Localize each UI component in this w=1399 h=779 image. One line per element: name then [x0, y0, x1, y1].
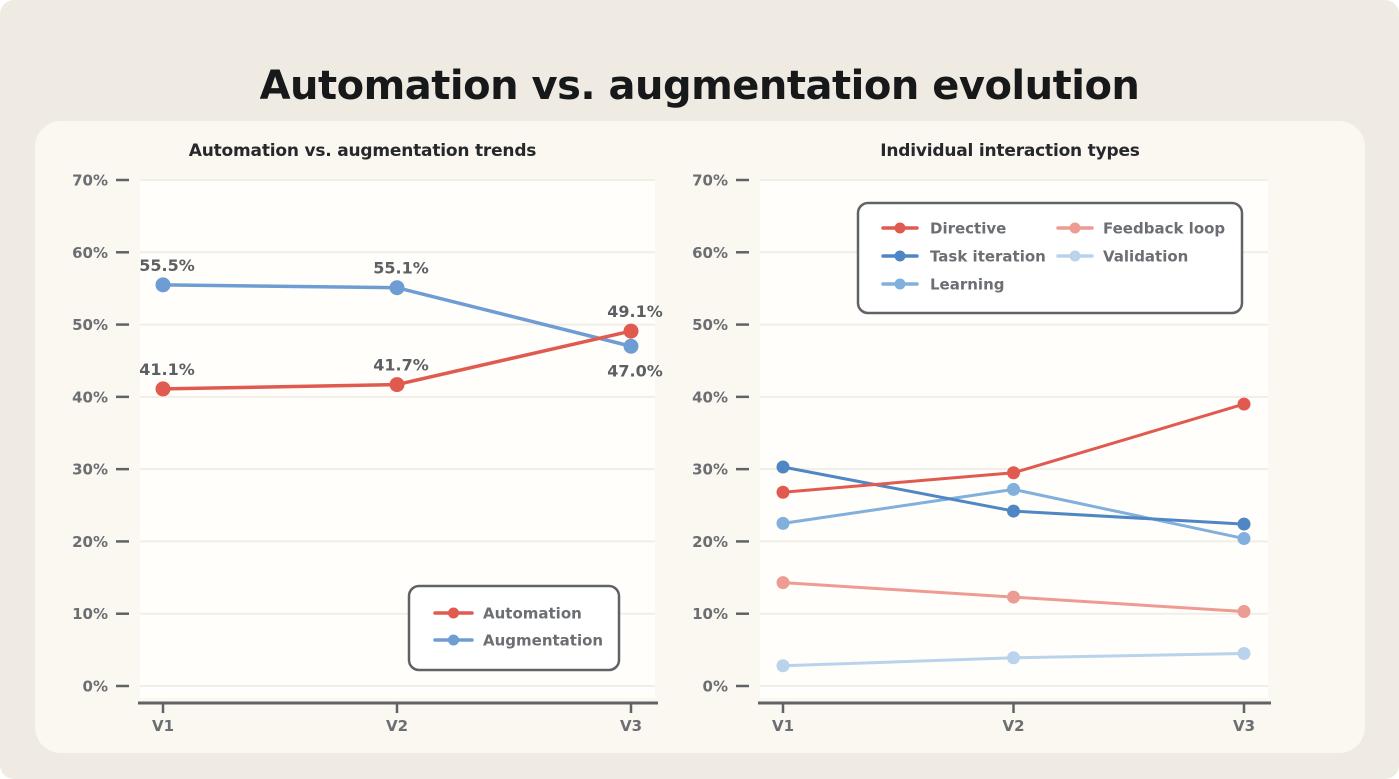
series-task-iteration [776, 460, 1251, 531]
point-label: 55.1% [373, 259, 429, 278]
series-point-directive-V2 [1007, 466, 1020, 480]
series-point-learning-V2 [1007, 482, 1020, 496]
series-point-validation-V3 [1237, 646, 1251, 660]
svg-text:50%: 50% [72, 316, 108, 334]
svg-text:10%: 10% [72, 605, 108, 623]
legend-label-learning: Learning [930, 276, 1005, 294]
series-validation [776, 646, 1251, 673]
svg-text:20%: 20% [72, 533, 108, 551]
left-chart-title: Automation vs. augmentation trends [188, 141, 537, 161]
chart-interaction-types: 0% 10% 20% 30% 40% 50% 60% 70% V1 V2 V3 Directive Ta… [655, 121, 1365, 753]
svg-text:V2: V2 [1002, 717, 1024, 735]
legend: Automation Augmentation [407, 584, 621, 672]
svg-text:30%: 30% [692, 461, 728, 479]
svg-text:V1: V1 [772, 717, 794, 735]
svg-text:30%: 30% [72, 461, 108, 479]
point-label: 41.1% [139, 360, 195, 379]
series-augmentation: 55.5% 55.1% 47.0% [139, 256, 663, 380]
svg-text:40%: 40% [692, 388, 728, 406]
svg-text:50%: 50% [692, 316, 728, 334]
series-point-validation-V1 [776, 659, 790, 673]
svg-text:20%: 20% [692, 533, 728, 551]
series-feedback-loop [776, 576, 1251, 619]
chart-svg-1: 0% 10% 20% 30% 40% 50% 60% 70% V1 V2 V3 Directive Ta… [692, 172, 1271, 735]
svg-text:60%: 60% [692, 244, 728, 262]
point-label: 49.1% [607, 302, 663, 321]
series-point-validation-V2 [1007, 651, 1020, 665]
svg-text:70%: 70% [72, 172, 108, 190]
svg-text:60%: 60% [72, 244, 108, 262]
series-point-automation-V2 [389, 377, 405, 393]
series-point-augmentation-V1 [155, 277, 171, 293]
series-point-directive-V3 [1237, 397, 1251, 411]
legend: Directive Task iteration Learning Feedback … [856, 201, 1244, 315]
legend-label-directive: Directive [930, 220, 1006, 238]
series-point-task-iteration-V2 [1007, 504, 1020, 518]
legend-label-task-iteration: Task iteration [930, 248, 1046, 266]
chart-automation-vs-augmentation: 0% 10% 20% 30% 40% 50% 60% 70% V1 V2 V3 55.5% 55.1% 4… [35, 121, 690, 753]
legend-label-validation: Validation [1103, 248, 1188, 266]
svg-text:10%: 10% [692, 605, 728, 623]
series-point-feedback-loop-V2 [1007, 590, 1020, 604]
svg-text:V3: V3 [620, 717, 642, 735]
svg-text:V2: V2 [386, 717, 408, 735]
series-point-automation-V3 [623, 323, 639, 339]
series-point-augmentation-V3 [623, 338, 639, 354]
series-point-task-iteration-V1 [776, 460, 790, 474]
y-axis: 0% 10% 20% 30% 40% 50% 60% 70% [692, 172, 1268, 696]
x-axis: V1 V2 V3 [138, 701, 658, 735]
right-chart-title: Individual interaction types [880, 141, 1140, 161]
series-point-feedback-loop-V1 [776, 576, 790, 590]
svg-text:40%: 40% [72, 388, 108, 406]
svg-text:V3: V3 [1233, 717, 1255, 735]
legend-label-feedback-loop: Feedback loop [1103, 220, 1225, 238]
series-automation: 41.1% 41.7% 49.1% [139, 302, 663, 397]
chart-svg-0: 0% 10% 20% 30% 40% 50% 60% 70% V1 V2 V3 55.5% 55.1% 4… [72, 172, 663, 736]
point-label: 55.5% [139, 256, 195, 275]
svg-text:V1: V1 [152, 717, 174, 735]
series-point-learning-V3 [1237, 532, 1251, 546]
point-label: 41.7% [373, 356, 429, 375]
legend-label-automation: Automation [483, 605, 582, 623]
svg-text:70%: 70% [692, 172, 728, 190]
svg-text:0%: 0% [83, 678, 108, 696]
series-point-task-iteration-V3 [1237, 517, 1251, 531]
point-label: 47.0% [607, 361, 663, 380]
series-point-directive-V1 [776, 485, 790, 499]
series-directive [776, 397, 1251, 499]
legend-label-augmentation: Augmentation [483, 632, 603, 650]
x-axis: V1 V2 V3 [758, 701, 1271, 735]
series-point-augmentation-V2 [389, 280, 405, 296]
page-title: Automation vs. augmentation evolution [259, 62, 1140, 109]
series-point-learning-V1 [776, 516, 790, 530]
series-point-feedback-loop-V3 [1237, 605, 1251, 619]
series-learning [776, 482, 1251, 546]
series-point-automation-V1 [155, 381, 171, 397]
svg-text:0%: 0% [703, 678, 728, 696]
